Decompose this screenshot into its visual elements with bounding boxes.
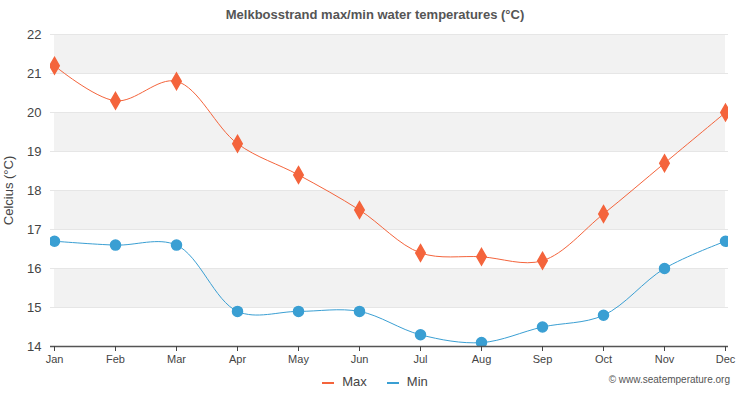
svg-text:Jan: Jan [46, 353, 64, 365]
svg-text:16: 16 [27, 261, 41, 276]
svg-text:Aug: Aug [472, 353, 492, 365]
svg-text:Celcius (°C): Celcius (°C) [1, 156, 16, 225]
svg-text:21: 21 [27, 66, 41, 81]
svg-text:14: 14 [27, 339, 41, 354]
svg-text:Sep: Sep [533, 353, 553, 365]
svg-text:Apr: Apr [229, 353, 246, 365]
svg-text:Mar: Mar [167, 353, 186, 365]
html-text:Min: Min [406, 374, 428, 389]
svg-text:Jul: Jul [413, 353, 427, 365]
svg-text:May: May [288, 353, 309, 365]
svg-text:15: 15 [27, 300, 41, 315]
svg-text:Feb: Feb [106, 353, 125, 365]
svg-text:19: 19 [27, 144, 41, 159]
svg-text:22: 22 [27, 27, 41, 42]
svg-text:Nov: Nov [655, 353, 675, 365]
html-text:Melkbosstrand max/min water te: Melkbosstrand max/min water temperatures… [225, 7, 525, 22]
svg-text:Dec: Dec [716, 353, 736, 365]
svg-text:Jun: Jun [351, 353, 369, 365]
svg-text:18: 18 [27, 183, 41, 198]
svg-text:20: 20 [27, 105, 41, 120]
svg-text:17: 17 [27, 222, 41, 237]
html-text:Max: Max [342, 374, 367, 389]
html-text:© www.seatemperature.org: © www.seatemperature.org [608, 374, 730, 385]
svg-text:Oct: Oct [595, 353, 612, 365]
